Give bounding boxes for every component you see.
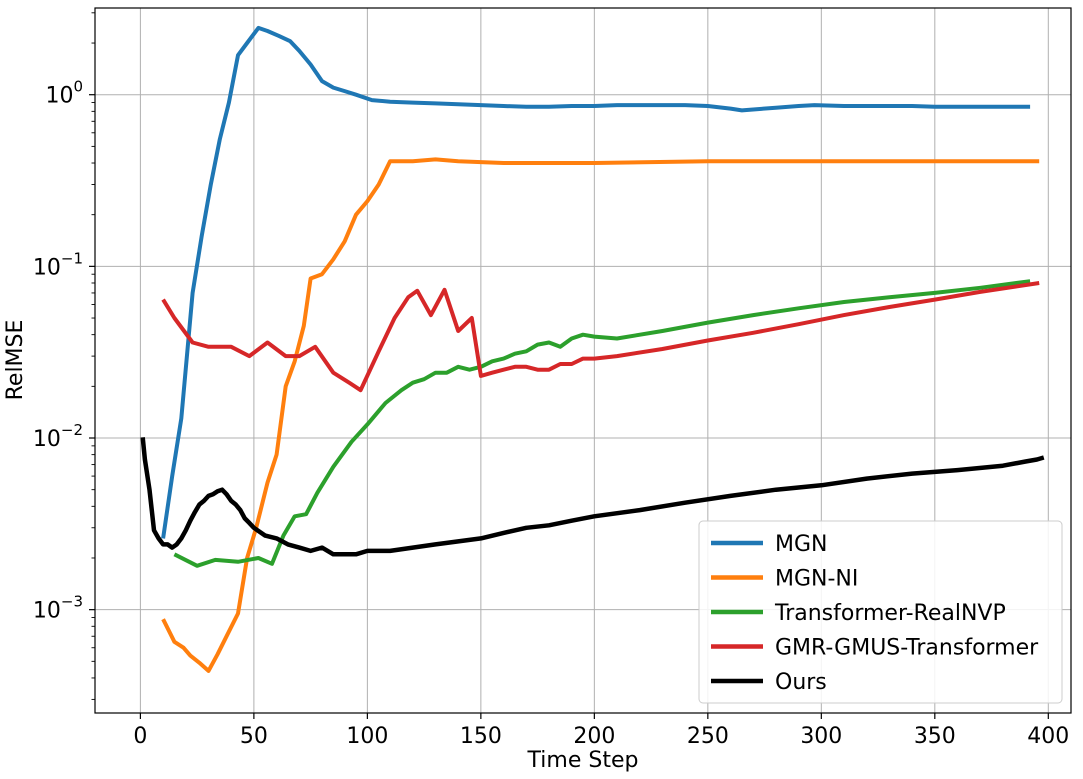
- x-tick-label: 300: [800, 724, 842, 749]
- legend-label: Transformer-RealNVP: [774, 601, 1006, 626]
- x-tick-label: 250: [687, 724, 729, 749]
- series-line-ours: [140, 437, 1045, 557]
- y-tick-label: 100: [45, 78, 83, 109]
- series-line-mgn: [161, 25, 1031, 539]
- legend-label: GMR-GMUS-Transformer: [775, 636, 1039, 661]
- y-axis-label: RelMSE: [3, 320, 28, 401]
- series-layer: [140, 25, 1045, 673]
- x-tick-label: 0: [133, 724, 147, 749]
- series-line-gmr-gmus-transformer: [161, 281, 1040, 393]
- x-tick-label: 100: [346, 724, 388, 749]
- y-axis: 10−3 10−2 10−1 100: [33, 12, 95, 700]
- y-tick-label: 10−1: [33, 249, 83, 280]
- y-tick-label: 10−3: [33, 593, 83, 624]
- x-tick-label: 50: [240, 724, 268, 749]
- legend: MGN MGN-NI Transformer-RealNVP GMR-GMUS-Tra…: [698, 520, 1063, 704]
- x-axis-label: Time Step: [527, 748, 639, 773]
- x-tick-label: 400: [1027, 724, 1069, 749]
- legend-box: [698, 520, 1063, 704]
- x-tick-label: 350: [914, 724, 956, 749]
- plot-frame: [94, 7, 1072, 714]
- legend-label: MGN-NI: [775, 567, 858, 592]
- legend-label: MGN: [775, 532, 828, 557]
- y-tick-label: 10−2: [33, 421, 83, 452]
- x-axis: 0 50 100 150 200 250 300 350 400: [133, 713, 1069, 749]
- series-line-mgn-ni: [161, 157, 1040, 673]
- series-line-transformer-realnvp: [173, 279, 1031, 568]
- x-tick-label: 150: [460, 724, 502, 749]
- x-tick-label: 200: [573, 724, 615, 749]
- legend-label: Ours: [775, 670, 827, 695]
